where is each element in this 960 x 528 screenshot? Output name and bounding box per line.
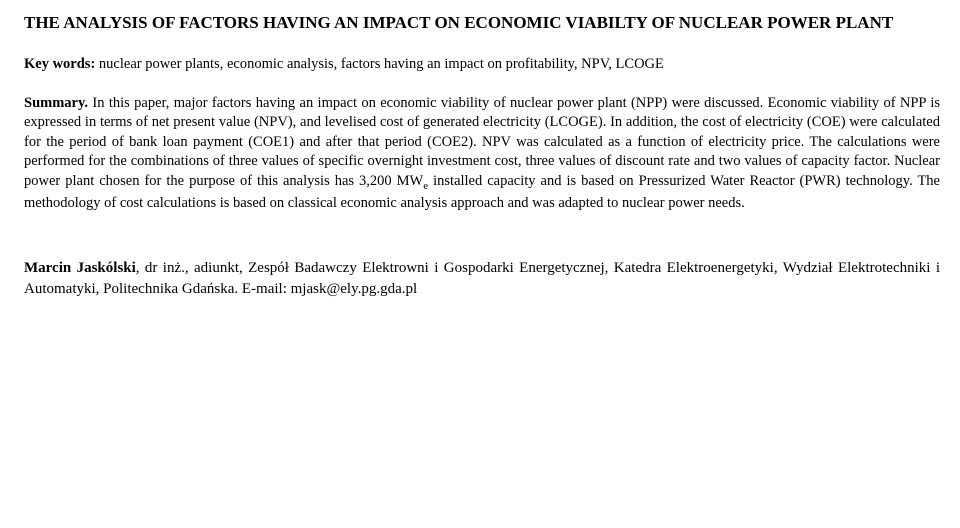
summary-label: Summary. [24, 95, 88, 111]
author-name: Marcin Jaskólski [24, 260, 136, 276]
author-block: Marcin Jaskólski, dr inż., adiunkt, Zesp… [24, 258, 940, 300]
author-details: , dr inż., adiunkt, Zespół Badawczy Elek… [24, 260, 940, 297]
keywords-label: Key words: [24, 56, 95, 72]
keywords-text: nuclear power plants, economic analysis,… [95, 56, 664, 72]
summary-block: Summary. In this paper, major factors ha… [24, 94, 940, 214]
keywords-line: Key words: nuclear power plants, economi… [24, 55, 940, 74]
document-title: THE ANALYSIS OF FACTORS HAVING AN IMPACT… [24, 12, 940, 35]
